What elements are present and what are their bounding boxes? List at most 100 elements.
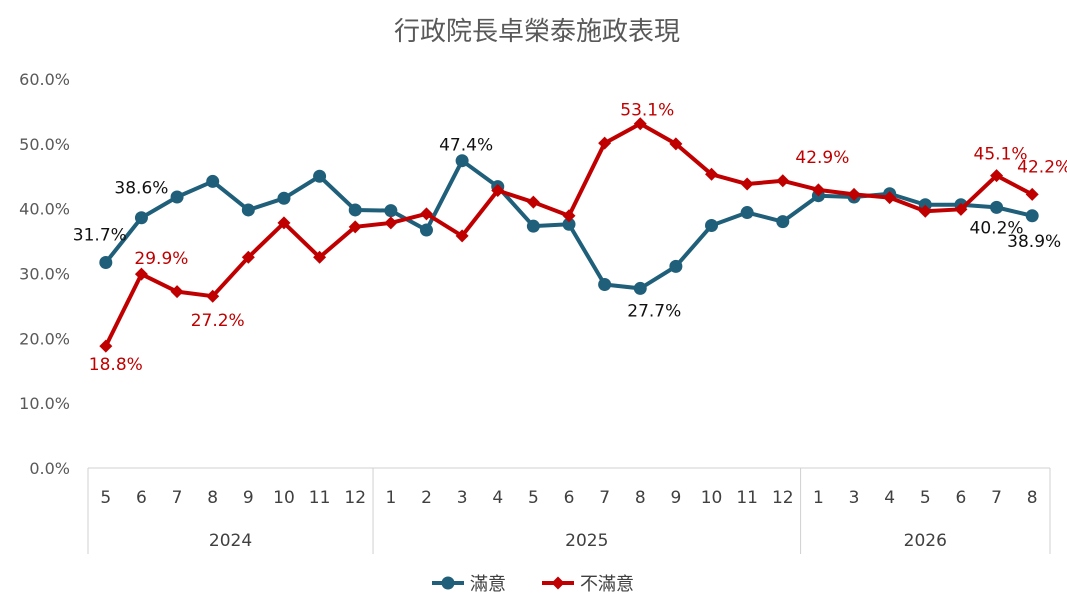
data-point: [918, 204, 932, 218]
data-label: 47.4%: [439, 136, 493, 156]
data-point: [241, 203, 255, 217]
data-point: [598, 136, 612, 150]
data-point: [562, 217, 576, 231]
data-point: [598, 278, 612, 292]
data-point: [384, 204, 398, 218]
legend-marker: [441, 576, 455, 590]
year-label: 2025: [565, 531, 608, 551]
x-tick-label: 3: [457, 488, 468, 508]
x-tick-label: 1: [813, 488, 824, 508]
x-tick-label: 4: [492, 488, 503, 508]
x-tick-label: 12: [772, 488, 794, 508]
data-point: [740, 206, 754, 220]
data-point: [206, 289, 220, 303]
x-tick-label: 5: [100, 488, 111, 508]
data-label: 27.2%: [191, 311, 245, 331]
data-point: [740, 177, 754, 191]
y-tick-label: 30.0%: [19, 265, 70, 284]
x-tick-label: 11: [736, 488, 758, 508]
series-line-1: [104, 121, 1034, 348]
y-tick-label: 0.0%: [29, 459, 70, 478]
y-tick-label: 50.0%: [19, 135, 70, 154]
x-tick-label: 7: [599, 488, 610, 508]
data-point: [633, 117, 647, 131]
data-point: [134, 267, 148, 281]
data-point: [954, 202, 968, 216]
x-tick-label: 6: [136, 488, 147, 508]
x-tick-label: 7: [991, 488, 1002, 508]
data-point: [883, 191, 897, 205]
chart-title: 行政院長卓榮泰施政表現: [394, 17, 680, 47]
data-point: [99, 255, 113, 269]
data-point: [348, 220, 362, 234]
x-tick-label: 11: [309, 488, 331, 508]
x-tick-label: 3: [849, 488, 860, 508]
year-label: 2026: [904, 531, 947, 551]
legend-label: 滿意: [470, 574, 506, 595]
data-point: [170, 285, 184, 299]
data-label: 38.9%: [1007, 232, 1061, 252]
data-point: [811, 183, 825, 197]
x-tick-label: 5: [920, 488, 931, 508]
data-label: 29.9%: [134, 249, 188, 269]
data-point: [455, 229, 469, 243]
legend-label: 不滿意: [580, 574, 634, 595]
data-point: [669, 137, 683, 151]
data-point: [776, 174, 790, 188]
data-label: 40.2%: [970, 218, 1024, 238]
data-point: [277, 191, 291, 205]
data-point: [526, 219, 540, 233]
data-label: 42.2%: [1017, 157, 1067, 177]
x-tick-label: 10: [273, 488, 295, 508]
x-tick-label: 4: [884, 488, 895, 508]
x-tick-label: 8: [1027, 488, 1038, 508]
data-point: [776, 215, 790, 229]
x-tick-label: 7: [172, 488, 183, 508]
data-point: [705, 167, 719, 181]
data-point: [419, 223, 433, 237]
data-label: 45.1%: [974, 145, 1028, 165]
y-tick-label: 20.0%: [19, 329, 70, 348]
data-label: 42.9%: [795, 148, 849, 168]
data-point: [134, 211, 148, 225]
x-tick-label: 5: [528, 488, 539, 508]
data-point: [562, 209, 576, 223]
data-point: [990, 169, 1004, 183]
x-tick-label: 6: [956, 488, 967, 508]
data-point: [526, 195, 540, 209]
data-label: 18.8%: [89, 355, 143, 375]
data-point: [669, 259, 683, 273]
data-point: [241, 250, 255, 264]
data-point: [705, 219, 719, 233]
x-tick-label: 8: [635, 488, 646, 508]
data-point: [99, 339, 113, 353]
data-label: 31.7%: [73, 225, 127, 245]
x-tick-label: 12: [344, 488, 366, 508]
y-tick-label: 60.0%: [19, 70, 70, 89]
y-tick-label: 10.0%: [19, 394, 70, 413]
x-tick-label: 1: [385, 488, 396, 508]
data-point: [313, 250, 327, 264]
data-point: [491, 184, 505, 198]
x-tick-label: 9: [670, 488, 681, 508]
data-label: 27.7%: [627, 301, 681, 321]
data-point: [419, 207, 433, 221]
data-point: [633, 281, 647, 295]
data-label: 38.6%: [114, 179, 168, 199]
x-tick-label: 2: [421, 488, 432, 508]
x-tick-label: 10: [701, 488, 723, 508]
y-tick-label: 40.0%: [19, 200, 70, 219]
data-point: [384, 216, 398, 230]
data-point: [1025, 187, 1039, 201]
data-point: [206, 174, 220, 188]
data-point: [1025, 209, 1039, 223]
year-label: 2024: [209, 531, 252, 551]
x-tick-label: 6: [564, 488, 575, 508]
data-point: [847, 187, 861, 201]
data-point: [455, 154, 469, 168]
data-point: [170, 190, 184, 204]
data-point: [348, 203, 362, 217]
data-point: [990, 200, 1004, 214]
